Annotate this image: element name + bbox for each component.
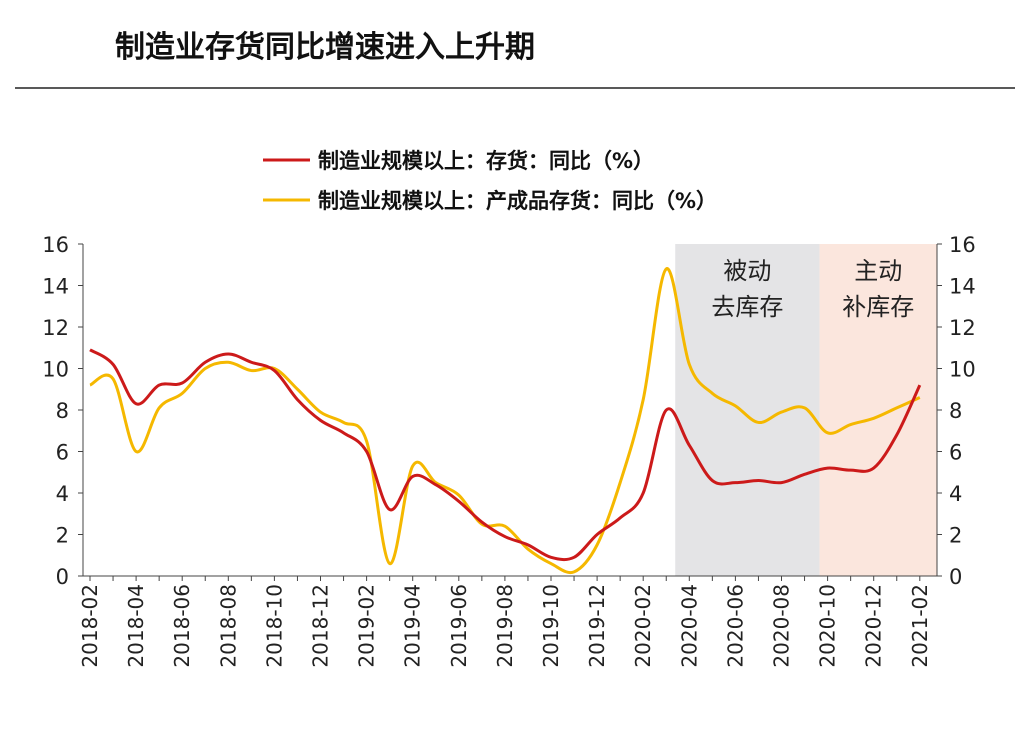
x-tick-label: 2020-12: [862, 584, 886, 668]
legend-label-inventory: 制造业规模以上：存货：同比（%）: [318, 149, 654, 173]
y-tick-label: 4: [56, 482, 69, 506]
x-tick-label: 2020-04: [677, 584, 701, 668]
y2-tick-label: 10: [949, 358, 976, 382]
x-tick-label: 2020-02: [631, 584, 655, 668]
x-tick-label: 2018-06: [170, 584, 194, 668]
x-tick-label: 2019-06: [447, 584, 471, 668]
x-tick-label: 2021-02: [908, 584, 932, 668]
y-tick-label: 2: [56, 524, 69, 548]
y2-tick-label: 12: [949, 316, 976, 340]
x-tick-label: 2019-02: [355, 584, 379, 668]
y2-tick-label: 2: [949, 524, 962, 548]
y2-tick-label: 16: [949, 233, 976, 257]
x-tick-label: 2018-08: [216, 584, 240, 668]
x-tick-label: 2020-06: [723, 584, 747, 668]
x-tick-label: 2020-10: [816, 584, 840, 668]
y-tick-label: 10: [42, 358, 69, 382]
region-label: 被动: [723, 257, 771, 285]
x-tick-label: 2019-08: [493, 584, 517, 668]
y2-tick-label: 0: [949, 565, 962, 589]
y2-tick-label: 14: [949, 275, 976, 299]
x-tick-label: 2019-04: [401, 584, 425, 668]
x-tick-label: 2018-02: [78, 584, 102, 668]
region-shade: [675, 244, 820, 576]
y-tick-label: 6: [56, 441, 69, 465]
x-tick-label: 2018-12: [309, 584, 333, 668]
y2-tick-label: 6: [949, 441, 962, 465]
x-tick-label: 2019-10: [539, 584, 563, 668]
x-tick-label: 2019-12: [585, 584, 609, 668]
y2-tick-label: 4: [949, 482, 962, 506]
x-tick-label: 2018-10: [262, 584, 286, 668]
series-line-inventory: [89, 348, 922, 562]
x-tick-label: 2020-08: [770, 584, 794, 668]
region-label: 补库存: [842, 293, 914, 321]
legend-label-finished-goods: 制造业规模以上：产成品存货：同比（%）: [318, 189, 717, 213]
region-label: 去库存: [711, 293, 783, 321]
y-tick-label: 0: [56, 565, 69, 589]
y2-tick-label: 8: [949, 399, 962, 423]
page-title: 制造业存货同比增速进入上升期: [115, 30, 535, 65]
region-shade: [819, 244, 937, 576]
y-tick-label: 14: [42, 275, 69, 299]
y-tick-label: 8: [56, 399, 69, 423]
y-tick-label: 12: [42, 316, 69, 340]
region-label: 主动: [854, 257, 902, 285]
y-tick-label: 16: [42, 233, 69, 257]
series-line-finished-goods: [89, 267, 921, 575]
x-tick-label: 2018-04: [124, 584, 148, 668]
